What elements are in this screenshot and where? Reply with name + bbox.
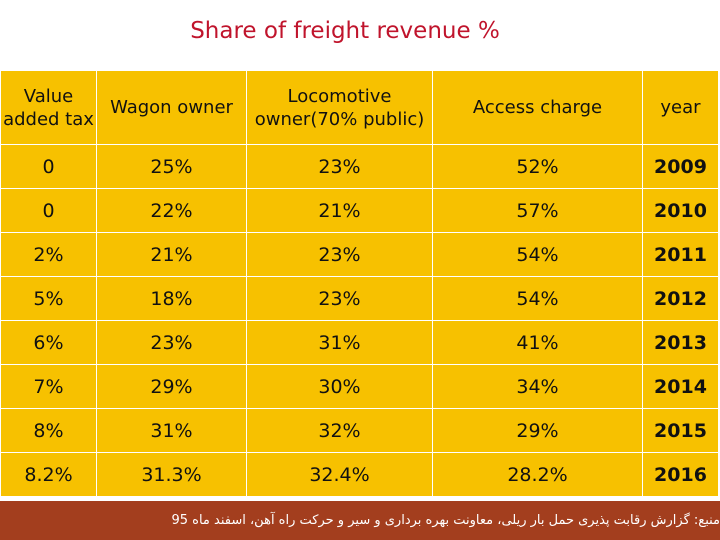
cell-wagon: 18% [96, 276, 247, 321]
freight-revenue-table: Value added tax Wagon owner Locomotive o… [0, 70, 719, 497]
source-footer: منبع: گزارش رقابت پذیری حمل بار ریلی، مع… [0, 501, 720, 540]
cell-locomotive: 23% [246, 276, 433, 321]
cell-wagon: 23% [96, 320, 247, 365]
header-year: year [642, 70, 719, 145]
table-row: 5% 18% 23% 54% 2012 [0, 276, 719, 321]
cell-locomotive: 32.4% [246, 452, 433, 497]
table-row: 7% 29% 30% 34% 2014 [0, 364, 719, 409]
cell-locomotive: 23% [246, 144, 433, 189]
cell-access-charge: 54% [432, 276, 643, 321]
cell-year: 2016 [642, 452, 719, 497]
cell-year: 2014 [642, 364, 719, 409]
cell-wagon: 21% [96, 232, 247, 277]
cell-access-charge: 29% [432, 408, 643, 453]
table-row: 8.2% 31.3% 32.4% 28.2% 2016 [0, 452, 719, 497]
cell-access-charge: 41% [432, 320, 643, 365]
cell-vat: 7% [0, 364, 97, 409]
cell-locomotive: 31% [246, 320, 433, 365]
header-locomotive: Locomotive owner(70% public) [246, 70, 433, 145]
header-wagon: Wagon owner [96, 70, 247, 145]
source-text: منبع: گزارش رقابت پذیری حمل بار ریلی، مع… [171, 513, 720, 528]
cell-wagon: 29% [96, 364, 247, 409]
cell-year: 2011 [642, 232, 719, 277]
cell-access-charge: 54% [432, 232, 643, 277]
cell-year: 2013 [642, 320, 719, 365]
table-row: 8% 31% 32% 29% 2015 [0, 408, 719, 453]
cell-access-charge: 28.2% [432, 452, 643, 497]
cell-access-charge: 52% [432, 144, 643, 189]
cell-vat: 8.2% [0, 452, 97, 497]
table-row: 0 22% 21% 57% 2010 [0, 188, 719, 233]
cell-vat: 0 [0, 188, 97, 233]
cell-year: 2010 [642, 188, 719, 233]
cell-year: 2009 [642, 144, 719, 189]
table-row: 0 25% 23% 52% 2009 [0, 144, 719, 189]
header-access-charge: Access charge [432, 70, 643, 145]
page-title: Share of freight revenue % [190, 18, 500, 44]
cell-wagon: 31.3% [96, 452, 247, 497]
cell-wagon: 22% [96, 188, 247, 233]
cell-locomotive: 21% [246, 188, 433, 233]
cell-locomotive: 32% [246, 408, 433, 453]
cell-locomotive: 23% [246, 232, 433, 277]
cell-wagon: 31% [96, 408, 247, 453]
cell-vat: 2% [0, 232, 97, 277]
cell-access-charge: 34% [432, 364, 643, 409]
cell-year: 2015 [642, 408, 719, 453]
header-vat: Value added tax [0, 70, 97, 145]
cell-year: 2012 [642, 276, 719, 321]
cell-locomotive: 30% [246, 364, 433, 409]
cell-vat: 6% [0, 320, 97, 365]
table-header-row: Value added tax Wagon owner Locomotive o… [0, 70, 719, 145]
cell-wagon: 25% [96, 144, 247, 189]
cell-vat: 0 [0, 144, 97, 189]
cell-vat: 8% [0, 408, 97, 453]
cell-vat: 5% [0, 276, 97, 321]
table-row: 6% 23% 31% 41% 2013 [0, 320, 719, 365]
cell-access-charge: 57% [432, 188, 643, 233]
table-row: 2% 21% 23% 54% 2011 [0, 232, 719, 277]
